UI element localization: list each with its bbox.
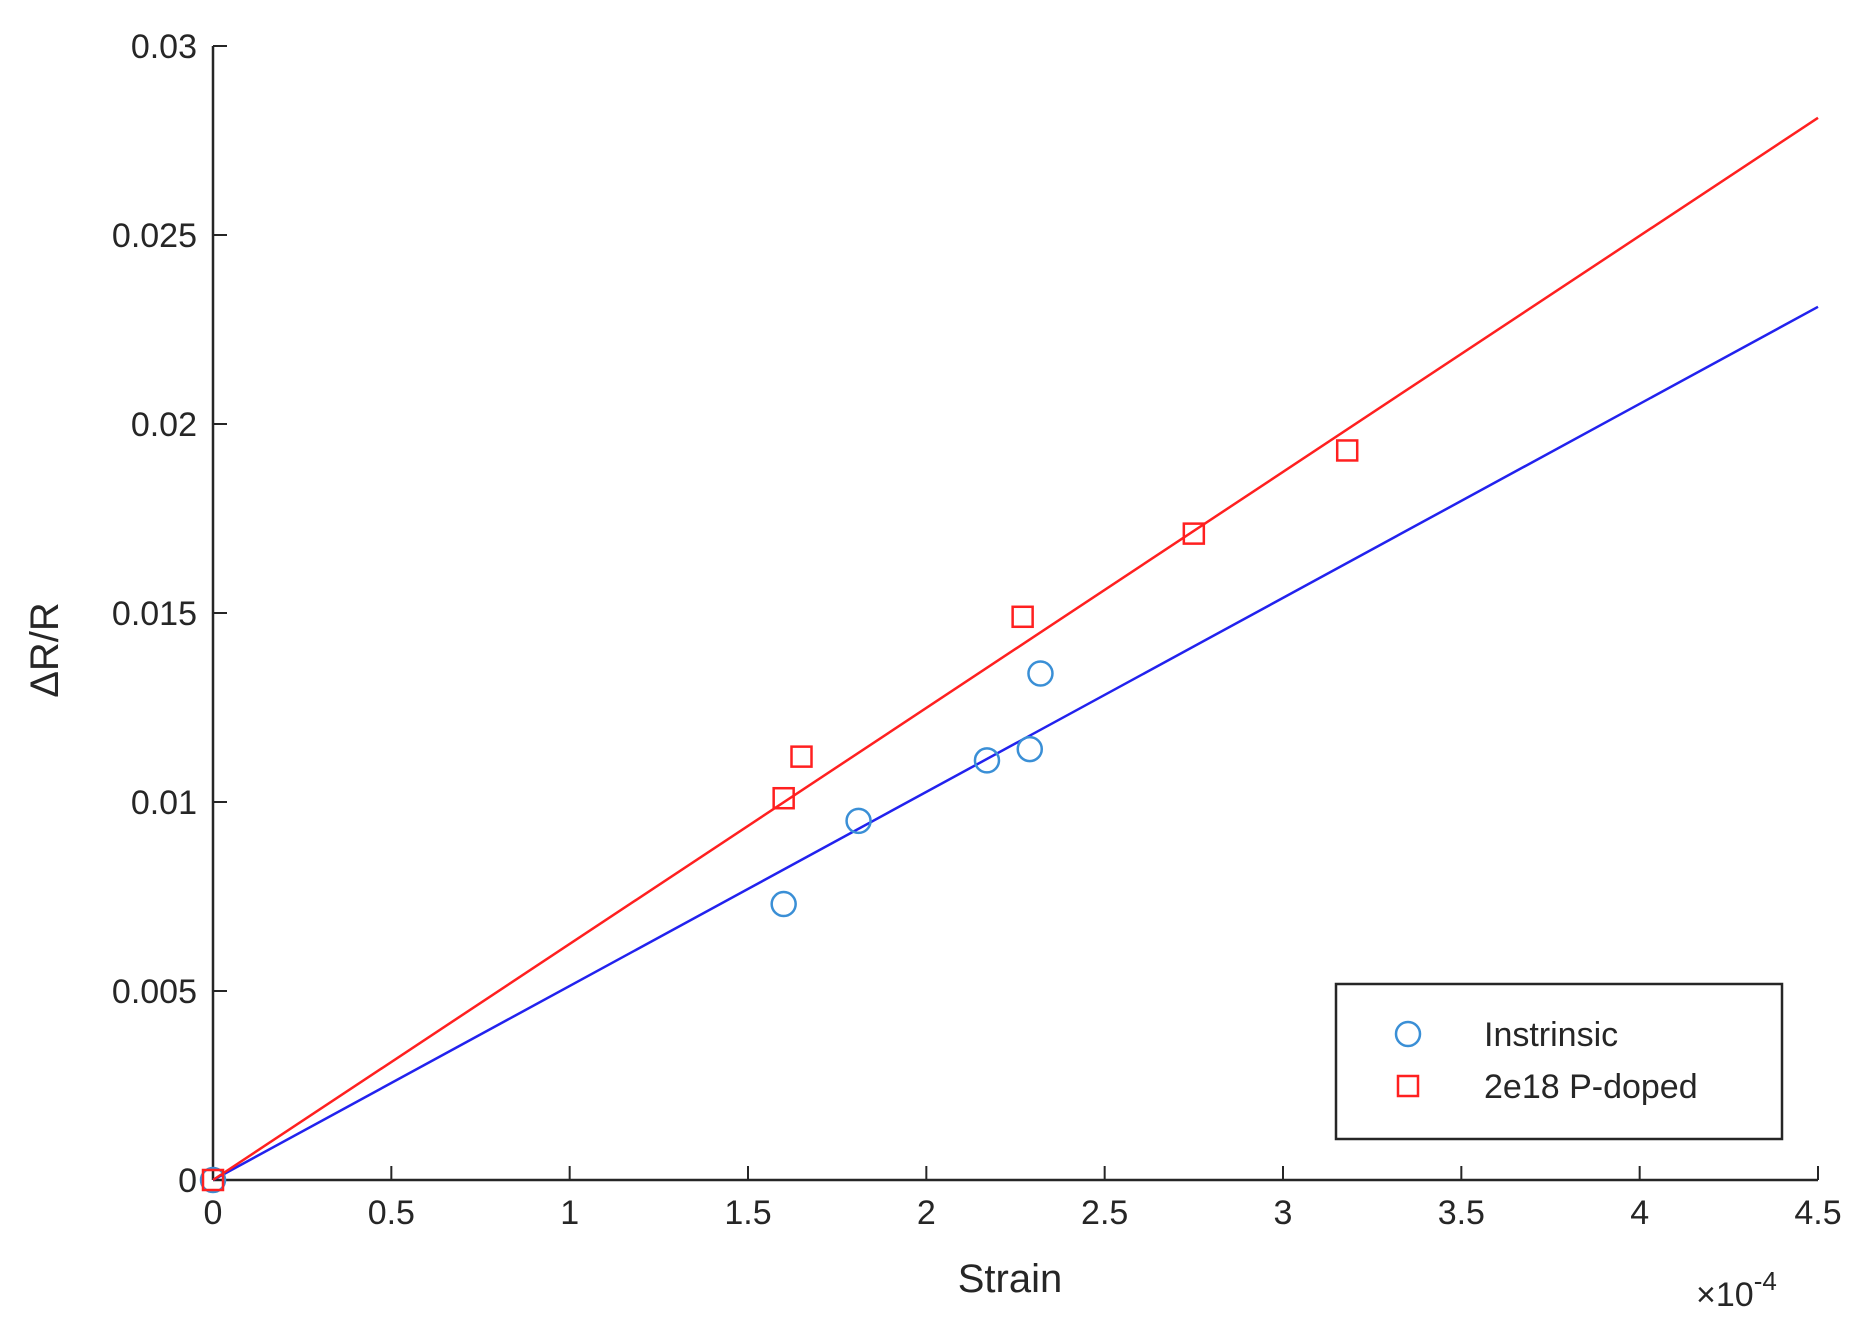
series-2-point (772, 786, 795, 810)
x-tick-label: 2 (917, 1194, 936, 1232)
series-2-point (1182, 522, 1206, 545)
x-tick-label: 0.5 (368, 1194, 415, 1232)
x-tick-label: 4 (1630, 1194, 1649, 1232)
x-tick-label: 2.5 (1081, 1194, 1128, 1232)
series-1-point (845, 807, 872, 835)
fit-lines (212, 116, 1819, 1182)
y-tick-label: 0.005 (112, 973, 197, 1011)
series-2-point (201, 1168, 225, 1192)
series-1-point (770, 890, 797, 918)
legend-label-2: 2e18 P-doped (1484, 1068, 1698, 1106)
x-exponent-power: -4 (1754, 1266, 1777, 1296)
legend-marker-2 (1396, 1074, 1420, 1098)
x-tick-label: 0 (204, 1194, 223, 1232)
legend-box (1334, 982, 1784, 1141)
y-tick-label: 0.02 (131, 406, 197, 444)
legend-label-1: Instrinsic (1484, 1016, 1618, 1054)
series-1-point (199, 1166, 227, 1194)
y-tick-label: 0.03 (131, 28, 197, 66)
x-tick-label: 4.5 (1794, 1194, 1841, 1232)
x-tick-label: 3.5 (1438, 1194, 1485, 1232)
y-tick-label: 0 (178, 1162, 197, 1200)
y-tick-label: 0.025 (112, 217, 197, 255)
x-exponent-base: ×10 (1696, 1276, 1754, 1314)
series-2-point (1335, 439, 1359, 462)
x-exponent: ×10-4 (1696, 1266, 1777, 1314)
y-tick-label: 0.015 (112, 595, 197, 633)
series-1-point (973, 747, 1001, 774)
x-tick-label: 3 (1274, 1194, 1293, 1232)
series-2-point (1011, 605, 1034, 629)
axes: 0 0.5 1 1.5 2 2.5 3 3.5 4 4.5 0 0.005 0.01 0.015 0.02 0… (112, 28, 1842, 1232)
y-axis-label: ΔR/R (23, 602, 67, 698)
fit-line-2 (212, 116, 1819, 1182)
fit-line-1 (212, 305, 1819, 1182)
data-points (199, 439, 1359, 1194)
y-tick-label: 0.01 (131, 784, 197, 822)
legend-marker-1 (1394, 1020, 1422, 1048)
legend: Instrinsic 2e18 P-doped (1334, 982, 1784, 1141)
series-1-point (1016, 735, 1044, 763)
x-tick-label: 1 (560, 1194, 579, 1232)
series-1-point (1027, 660, 1054, 687)
x-tick-label: 1.5 (724, 1194, 771, 1232)
x-axis-label: Strain (958, 1257, 1063, 1301)
series-2-point (790, 745, 813, 768)
